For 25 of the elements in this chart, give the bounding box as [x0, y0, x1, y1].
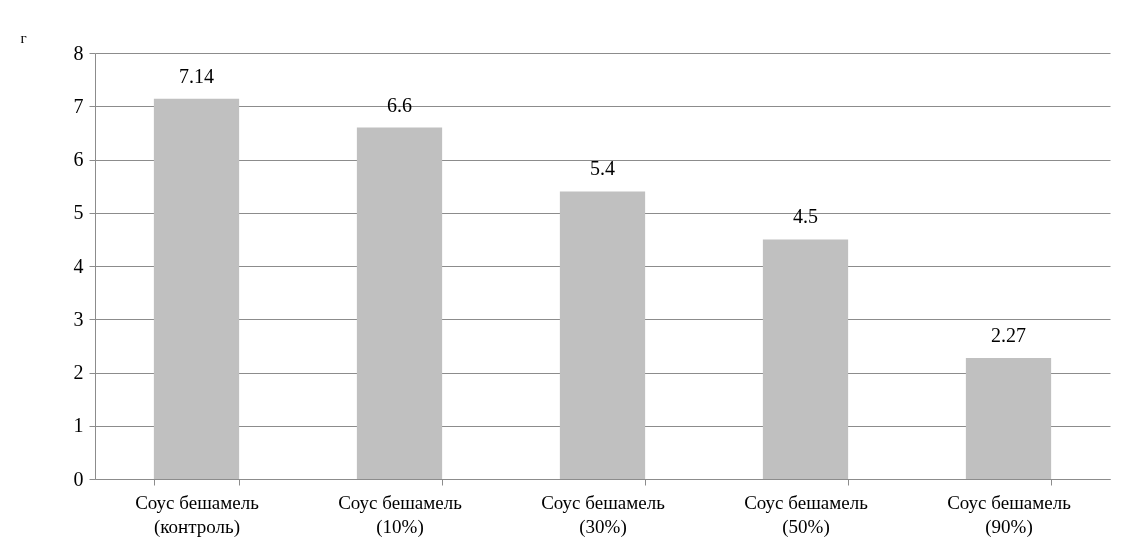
y-tick-label: 3: [73, 307, 84, 330]
x-tick-label: Соус бешамель (50%): [744, 491, 869, 538]
bar: [762, 239, 849, 479]
data-label: 6.6: [387, 93, 412, 116]
x-tick-label: Соус бешамель (30%): [541, 491, 666, 538]
y-tick-label: 5: [73, 201, 84, 224]
data-label: 4.5: [793, 205, 818, 228]
y-tick-label: 0: [73, 467, 84, 490]
x-tick-label: Соус бешамель (контроль): [135, 491, 260, 538]
bar: [153, 98, 240, 479]
data-label: 5.4: [590, 157, 615, 180]
y-tick-label: 7: [73, 94, 84, 117]
y-axis-title: г: [20, 29, 27, 46]
data-label: 7.14: [179, 64, 214, 87]
y-tick-label: 1: [73, 414, 84, 437]
y-tick-label: 8: [73, 41, 84, 64]
x-tick-label: Соус бешамель (10%): [338, 491, 463, 538]
bar: [356, 127, 443, 479]
data-label: 2.27: [991, 324, 1026, 347]
x-tick-label: Соус бешамель (90%): [947, 491, 1072, 538]
y-tick-label: 2: [73, 361, 84, 383]
y-tick-label: 4: [73, 254, 84, 277]
y-tick-label: 6: [73, 148, 84, 170]
bar: [965, 358, 1052, 479]
bar: [559, 191, 646, 479]
